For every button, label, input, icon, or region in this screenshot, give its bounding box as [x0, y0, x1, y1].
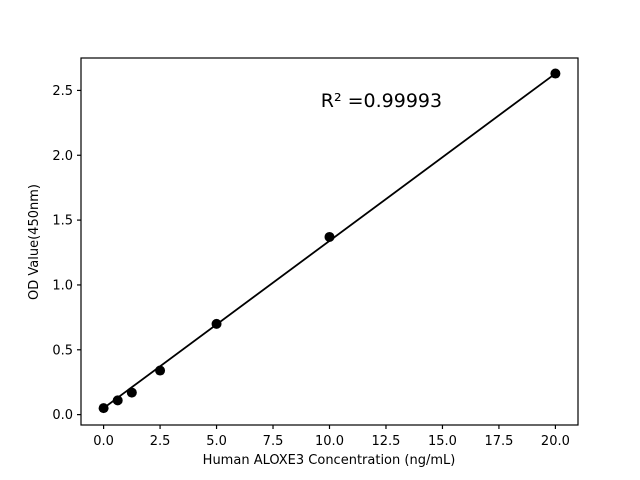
- x-tick-label: 12.5: [372, 434, 401, 449]
- x-tick-label: 7.5: [263, 434, 284, 449]
- x-tick-label: 2.5: [150, 434, 171, 449]
- r-squared-annotation: R² =0.99993: [321, 90, 442, 112]
- y-tick-label: 2.0: [52, 149, 73, 164]
- y-axis-ticks: 0.0 0.5 1.0 1.5 2.0 2.5: [52, 84, 81, 423]
- y-tick-label: 2.5: [52, 84, 73, 99]
- data-series: [98, 68, 561, 414]
- x-tick-label: 20.0: [541, 434, 570, 449]
- y-axis-label: OD Value(450nm): [27, 184, 42, 300]
- data-point: [112, 395, 123, 406]
- x-axis-label: Human ALOXE3 Concentration (ng/mL): [203, 453, 456, 468]
- y-tick-label: 0.5: [52, 343, 73, 358]
- y-tick-label: 1.0: [52, 278, 73, 293]
- data-point: [155, 365, 166, 376]
- y-tick-label: 1.5: [52, 214, 73, 229]
- data-point: [324, 231, 335, 242]
- x-tick-label: 0.0: [93, 434, 114, 449]
- y-tick-label: 0.0: [52, 408, 73, 423]
- x-axis-ticks: 0.0 2.5 5.0 7.5 10.0 12.5 15.0 17.5 20.0: [93, 425, 570, 449]
- x-tick-label: 10.0: [315, 434, 344, 449]
- x-tick-label: 17.5: [484, 434, 513, 449]
- data-point: [550, 68, 561, 79]
- data-point: [211, 318, 222, 329]
- data-point: [126, 387, 137, 398]
- data-point: [98, 403, 109, 414]
- x-tick-label: 15.0: [428, 434, 457, 449]
- x-tick-label: 5.0: [206, 434, 227, 449]
